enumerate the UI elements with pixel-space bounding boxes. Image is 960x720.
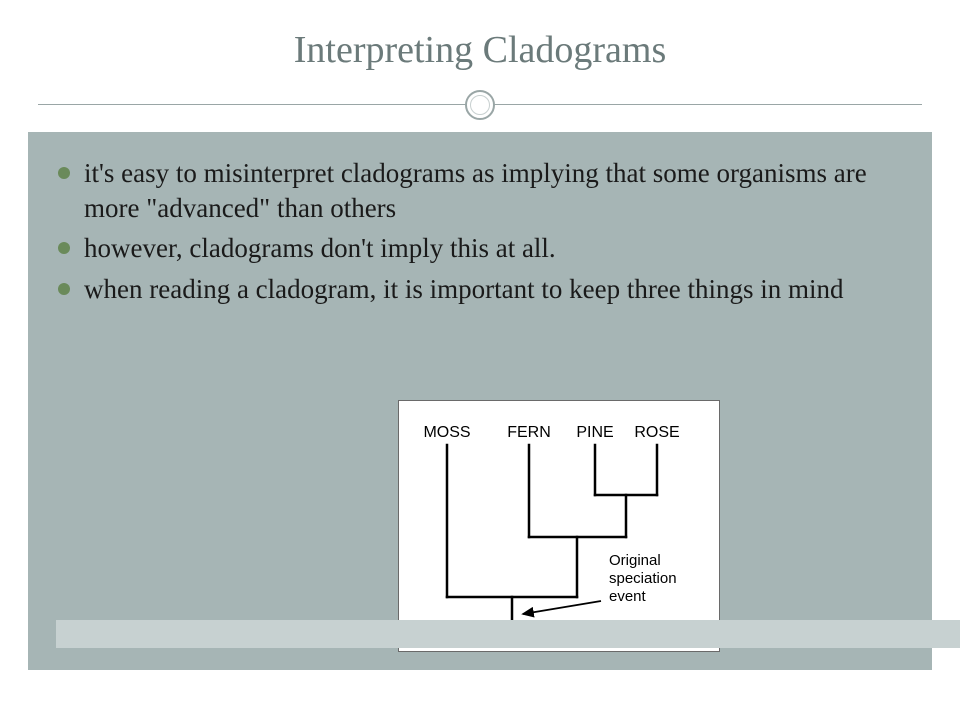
title-area: Interpreting Cladograms [0,0,960,72]
svg-text:PINE: PINE [576,424,613,441]
divider [0,90,960,120]
bullet-item: however, cladograms don't imply this at … [54,231,906,266]
divider-ring-icon [465,90,495,120]
footer-bar [56,620,960,648]
cladogram-svg: MOSS FERN PINE ROSE Originalspeciationevent [399,401,719,651]
svg-text:event: event [609,588,647,605]
bullet-list: it's easy to misinterpret cladograms as … [54,156,906,306]
svg-text:ROSE: ROSE [634,424,679,441]
bullet-item: it's easy to misinterpret cladograms as … [54,156,906,225]
svg-text:FERN: FERN [507,424,551,441]
svg-text:Original: Original [609,552,661,569]
svg-text:MOSS: MOSS [423,424,470,441]
slide-title: Interpreting Cladograms [0,28,960,72]
svg-text:speciation: speciation [609,570,677,587]
cladogram-diagram: MOSS FERN PINE ROSE Originalspeciationevent [398,400,720,652]
bullet-item: when reading a cladogram, it is importan… [54,272,906,307]
slide: Interpreting Cladograms it's easy to mis… [0,0,960,720]
content-panel: it's easy to misinterpret cladograms as … [28,132,932,670]
